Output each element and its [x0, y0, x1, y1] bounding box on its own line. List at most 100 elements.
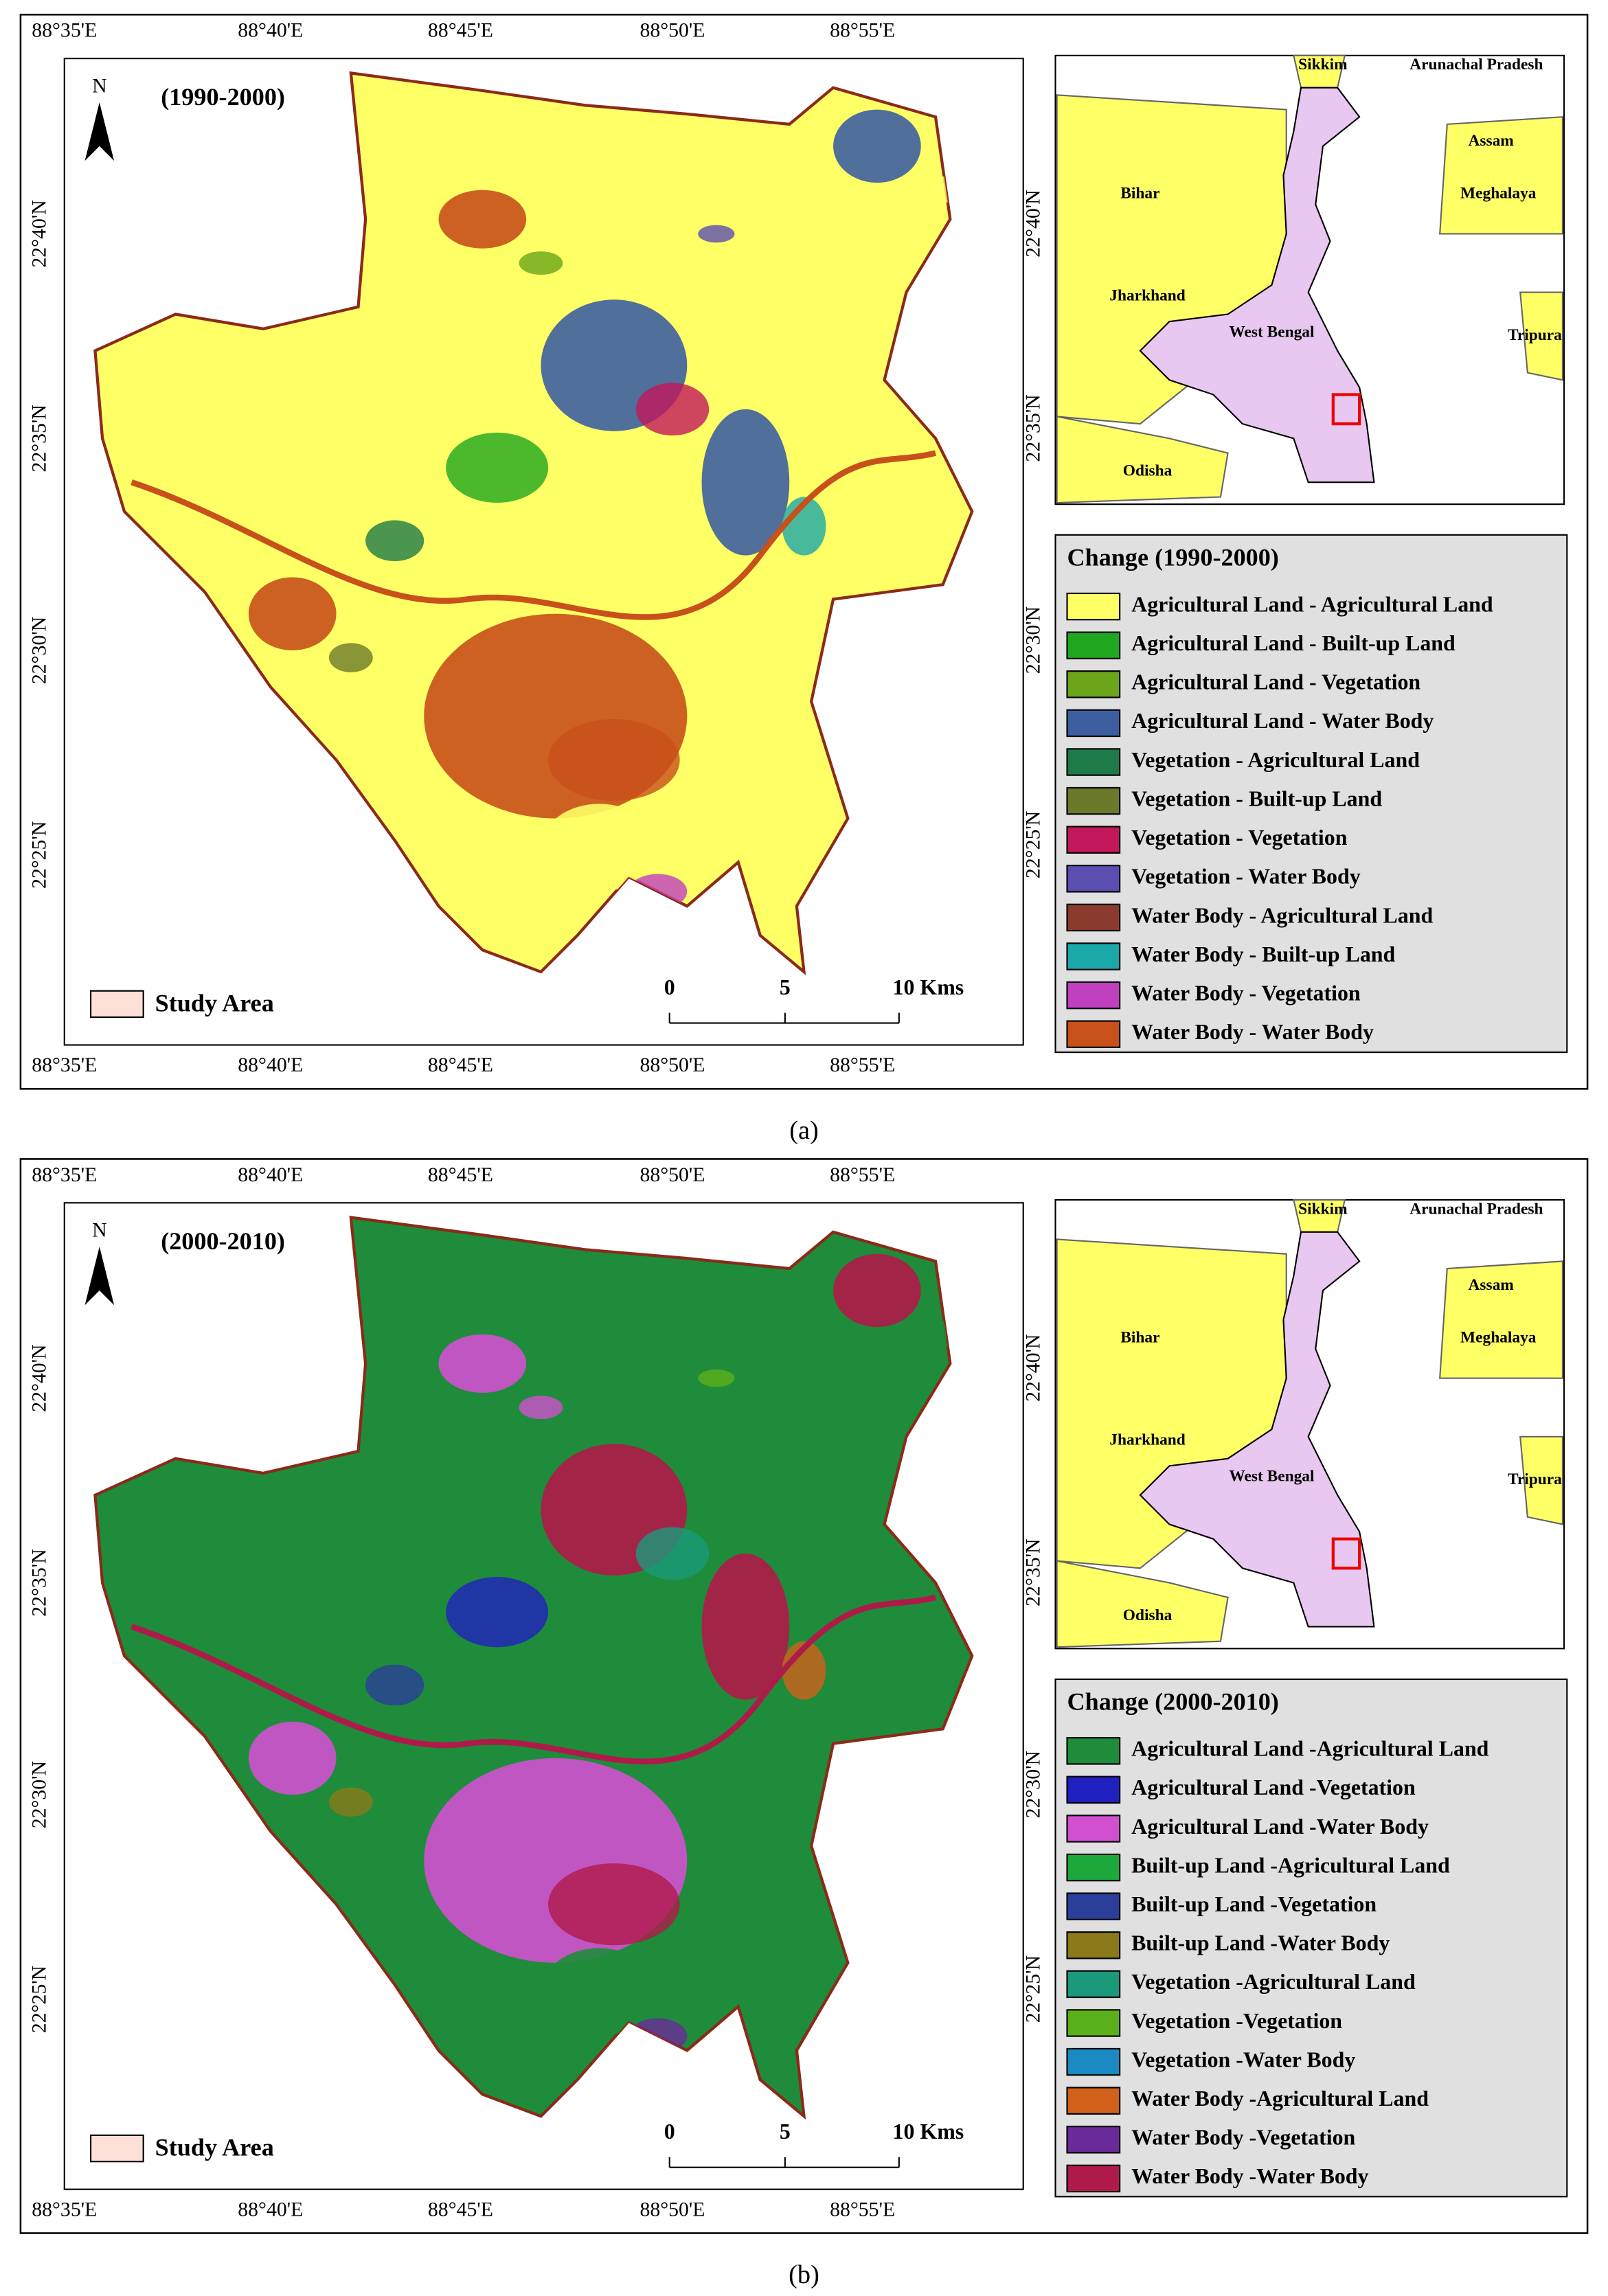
- scale-label: 10 Kms: [893, 975, 964, 999]
- scale-label: 5: [780, 2119, 791, 2144]
- lat-label-left: 22°25'N: [28, 1966, 51, 2033]
- legend-swatch: [1066, 981, 1121, 1010]
- inset-label: Odisha: [1123, 1606, 1173, 1624]
- inset-study-box: [1331, 1537, 1361, 1570]
- inset-label: West Bengal: [1229, 1468, 1315, 1486]
- scale-label: 0: [664, 975, 675, 999]
- lat-label-left: 22°25'N: [28, 821, 51, 889]
- lon-label-bottom: 88°55'E: [830, 2198, 895, 2220]
- lon-label-top: 88°55'E: [830, 1163, 895, 1186]
- legend-swatch: [1066, 2126, 1121, 2154]
- inset-west-bengal: [1139, 1231, 1375, 1628]
- map-patch: [519, 1396, 563, 1420]
- legend-swatch: [1066, 592, 1121, 621]
- legend-label: Built-up Land -Vegetation: [1131, 1892, 1377, 1916]
- lat-label-right: 22°40'N: [1022, 190, 1045, 257]
- legend-label: Water Body - Agricultural Land: [1131, 903, 1433, 927]
- legend-title: Change (1990-2000): [1067, 543, 1279, 571]
- map-patch: [328, 643, 373, 672]
- inset-study-box: [1331, 393, 1361, 426]
- inset-label: Arunachal Pradesh: [1409, 56, 1543, 73]
- lat-label-left: 22°35'N: [28, 405, 51, 472]
- legend-label: Water Body - Vegetation: [1131, 981, 1361, 1005]
- legend-swatch: [1066, 1020, 1121, 1048]
- north-arrow: [84, 102, 115, 161]
- map-patch: [621, 1312, 694, 1356]
- legend-swatch: [1066, 942, 1121, 970]
- lat-label-left: 22°30'N: [28, 617, 51, 684]
- lon-label-top: 88°40'E: [238, 1163, 303, 1186]
- legend-swatch: [1066, 1737, 1121, 1765]
- caption: (a): [789, 1116, 819, 1145]
- lat-label-left: 22°30'N: [28, 1761, 51, 1828]
- lon-label-top: 88°50'E: [639, 19, 705, 42]
- lat-label-right: 22°35'N: [1022, 1538, 1045, 1606]
- map-patches: [248, 109, 958, 909]
- study-area-label: Study Area: [155, 989, 274, 1016]
- legend-label: Vegetation - Vegetation: [1131, 826, 1348, 850]
- map-patch: [701, 1554, 790, 1700]
- inset-label: Odisha: [1123, 462, 1173, 480]
- lat-label-right: 22°30'N: [1022, 606, 1045, 674]
- lon-label-bottom: 88°35'E: [32, 1054, 97, 1076]
- river: [131, 450, 937, 620]
- map-patch: [701, 409, 790, 556]
- period-title: (2000-2010): [161, 1227, 285, 1255]
- study-area-swatch: [89, 990, 144, 1019]
- north-label: N: [92, 75, 107, 98]
- legend-box: [1054, 1678, 1568, 2198]
- scale-label: 10 Kms: [893, 2119, 964, 2144]
- lon-label-top: 88°55'E: [830, 19, 895, 42]
- inset-label: Arunachal Pradesh: [1409, 1200, 1543, 1218]
- lon-label-top: 88°40'E: [238, 19, 303, 42]
- inset-west-bengal: [1139, 87, 1375, 484]
- inset-neighbours: [1056, 416, 1229, 504]
- panel: N (1990-2000) 88°35'E 88°35'E 88°40'E 88°40'E…: [19, 14, 1589, 1145]
- legend-swatch: [1066, 903, 1121, 932]
- inset-neighbours: [1056, 1560, 1229, 1648]
- map-patch: [365, 520, 424, 562]
- map-patch: [446, 432, 549, 503]
- map-patch: [365, 1664, 424, 1706]
- inset-label: Bihar: [1120, 184, 1159, 202]
- panel: N (2000-2010) 88°35'E 88°35'E 88°40'E 88°40'E…: [19, 1158, 1589, 2289]
- study-area-map: [93, 71, 974, 976]
- legend-label: Water Body -Agricultural Land: [1131, 2087, 1429, 2111]
- map-patch: [698, 225, 735, 243]
- lon-label-top: 88°45'E: [428, 19, 493, 42]
- legend-swatch: [1066, 2047, 1121, 2076]
- lon-label-top: 88°35'E: [32, 19, 97, 42]
- legend-swatch: [1066, 1970, 1121, 1999]
- map-patch: [635, 1527, 710, 1580]
- legend-swatch: [1066, 786, 1121, 815]
- map-patch: [833, 109, 921, 183]
- legend-label: Agricultural Land - Agricultural Land: [1131, 592, 1493, 616]
- map-patch: [541, 1948, 658, 2036]
- legend-swatch: [1066, 709, 1121, 738]
- inset-label: Bihar: [1120, 1329, 1159, 1347]
- legend-swatch: [1066, 1775, 1121, 1804]
- map-patch: [541, 804, 658, 892]
- study-area-swatch: [89, 2134, 144, 2163]
- map-patch: [833, 1253, 921, 1328]
- legend-swatch: [1066, 631, 1121, 659]
- map-patch: [621, 168, 694, 212]
- map-patch: [635, 383, 710, 436]
- legend-swatch: [1066, 670, 1121, 698]
- inset-label: Sikkim: [1298, 1200, 1348, 1218]
- caption: (b): [789, 2260, 819, 2289]
- legend-label: Vegetation -Agricultural Land: [1131, 1970, 1416, 1994]
- map-patch: [438, 1334, 527, 1393]
- map-patch: [248, 1721, 337, 1795]
- legend-swatch: [1066, 1815, 1121, 1843]
- legend-label: Agricultural Land - Water Body: [1131, 709, 1434, 733]
- map-patch: [548, 718, 680, 802]
- legend-swatch: [1066, 2087, 1121, 2115]
- inset-label: Tripura: [1508, 1470, 1562, 1488]
- legend-swatch: [1066, 2009, 1121, 2037]
- lat-label-right: 22°35'N: [1022, 394, 1045, 462]
- lon-label-bottom: 88°35'E: [32, 2198, 97, 2220]
- north-label: N: [92, 1219, 107, 1242]
